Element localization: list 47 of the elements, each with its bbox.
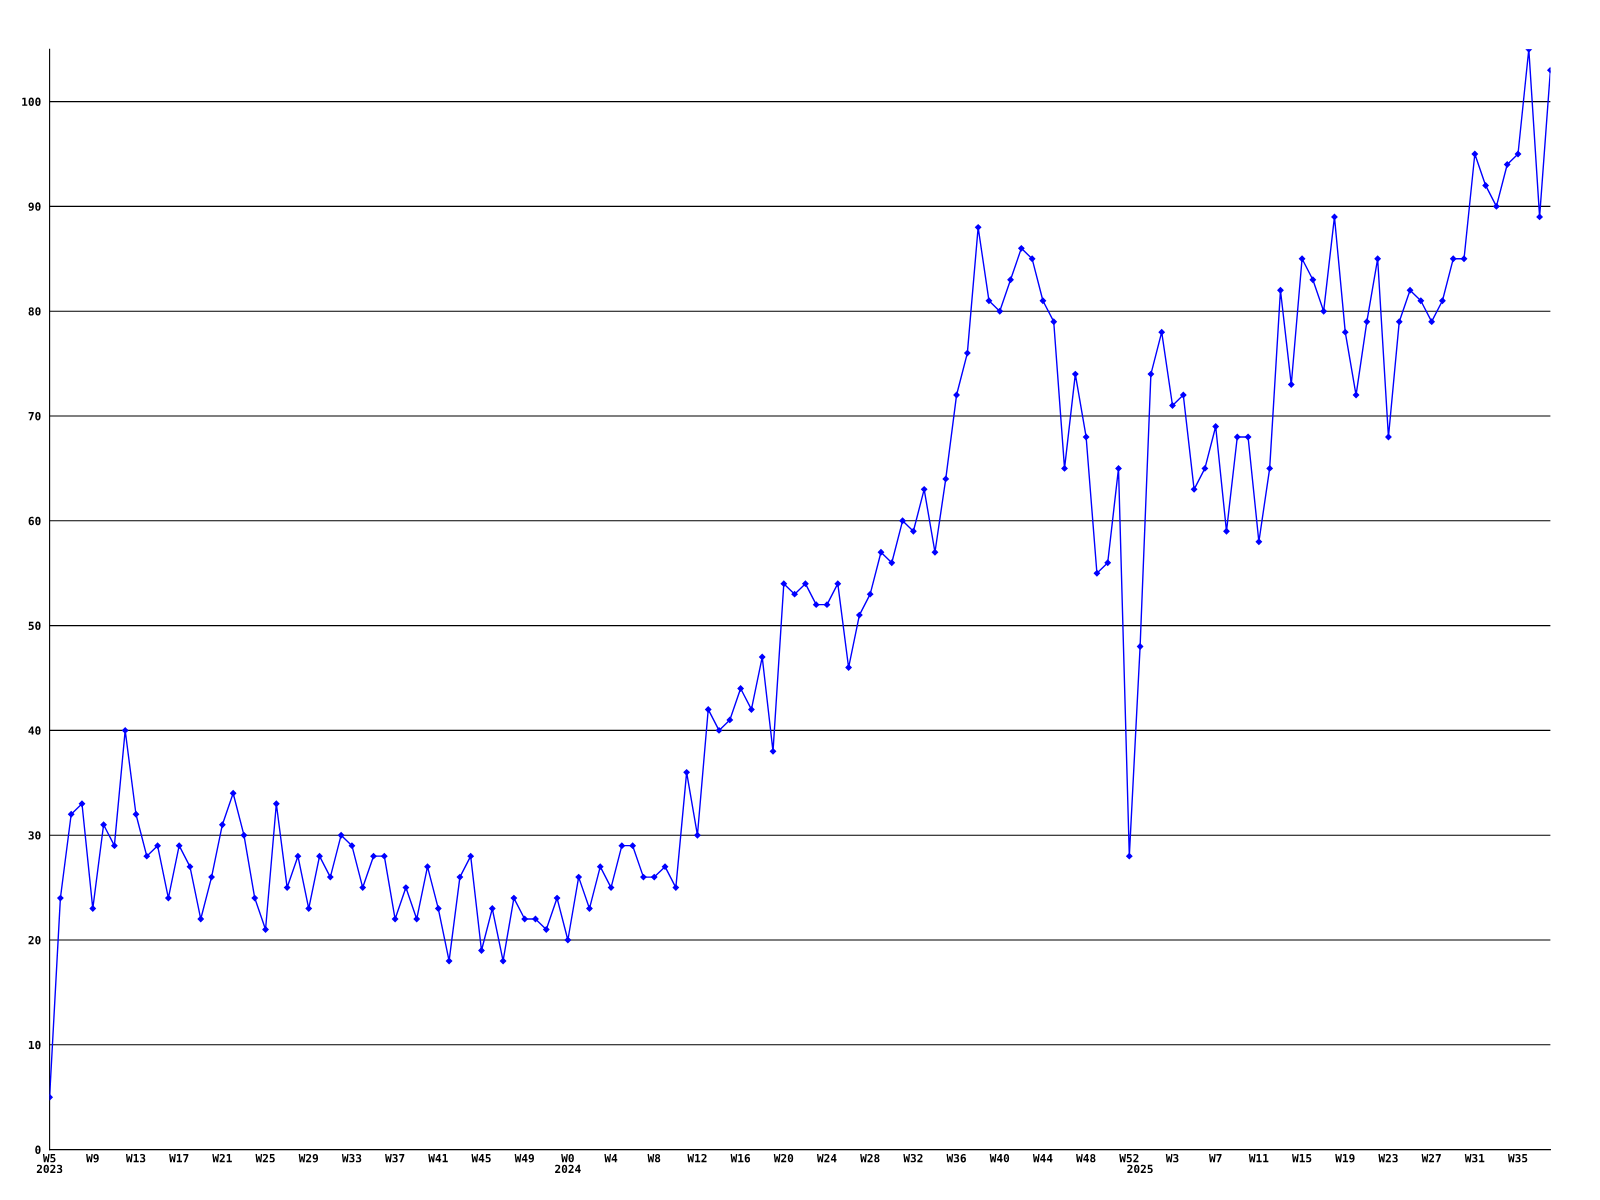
x-tick-label: W37	[385, 1153, 405, 1163]
x-tick-label: W8	[647, 1153, 661, 1163]
x-tick-label: W44	[1032, 1154, 1053, 1163]
x-tick-label: W9	[86, 1154, 99, 1163]
x-tick-label: W3	[1165, 1153, 1179, 1163]
y-tick-label: 0	[35, 1145, 41, 1154]
x-tick-label: W32	[903, 1153, 923, 1163]
y-tick-label: 100	[22, 97, 41, 106]
x-tick-label: W28	[860, 1153, 880, 1163]
x-tick-label: W4	[604, 1154, 618, 1163]
x-tick-label: W49	[514, 1154, 534, 1163]
y-tick-label: 10	[28, 1040, 41, 1050]
y-tick-label: 40	[28, 726, 41, 735]
x-tick-label: W20	[773, 1153, 794, 1163]
x-tick-label: W40	[989, 1153, 1010, 1163]
y-tick-label: 70	[28, 411, 41, 421]
x-tick-label: W33	[341, 1153, 362, 1163]
x-tick-label: W5 2023	[36, 1154, 63, 1174]
x-tick-label: W41	[428, 1154, 448, 1163]
x-tick-label: W13	[125, 1153, 146, 1163]
x-tick-label: W12	[687, 1153, 707, 1163]
y-tick-label: 30	[28, 831, 41, 840]
x-tick-label: W48	[1076, 1153, 1096, 1163]
x-tick-label: W45	[471, 1154, 491, 1163]
y-tick-label: 80	[28, 307, 41, 316]
x-tick-label: W15	[1292, 1154, 1312, 1163]
y-tick-label: 20	[28, 935, 41, 945]
x-tick-label: W52	[1119, 1153, 1139, 1163]
x-tick-label: W11	[1248, 1154, 1269, 1163]
x-tick-label: W21	[212, 1153, 232, 1163]
x-tick-label: W25	[255, 1153, 275, 1163]
x-tick-label: W7	[1209, 1154, 1222, 1163]
x-tick-label: W0 2024	[555, 1153, 581, 1174]
x-tick-label: W35	[1507, 1153, 1528, 1163]
x-tick-label: 2025	[1127, 1164, 1153, 1174]
x-tick-label: W16	[730, 1153, 751, 1163]
x-tick-label: W27	[1421, 1153, 1441, 1163]
x-tick-label: W29	[298, 1153, 319, 1163]
x-tick-label: W19	[1335, 1154, 1355, 1163]
y-tick-label: 50	[28, 621, 41, 630]
y-tick-label: 60	[28, 516, 41, 526]
x-tick-label: W24	[816, 1153, 837, 1163]
x-tick-label: W31	[1464, 1153, 1485, 1163]
x-tick-label: W17	[169, 1154, 189, 1163]
x-tick-label: W23	[1378, 1153, 1398, 1163]
y-tick-label: 90	[28, 202, 41, 211]
x-tick-label: W36	[946, 1153, 966, 1163]
